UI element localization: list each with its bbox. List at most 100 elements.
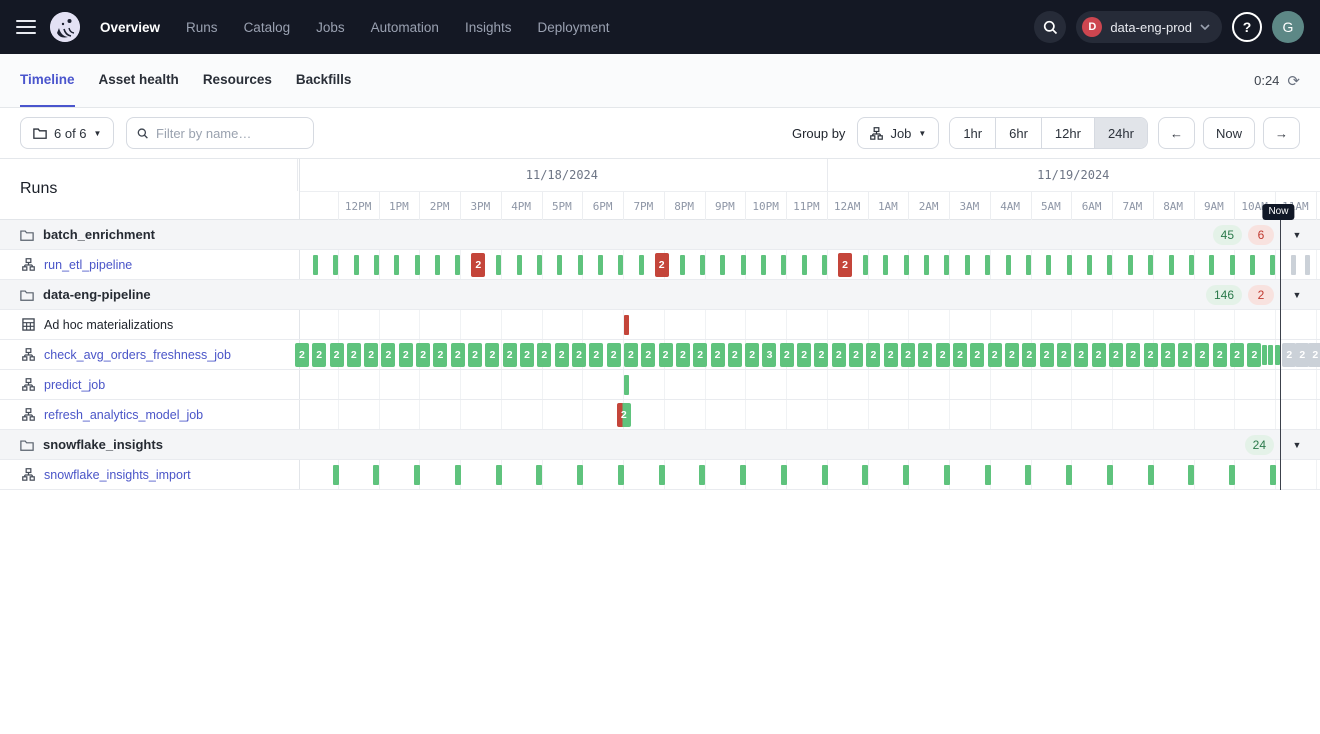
run-bar-success[interactable]: [313, 255, 318, 275]
run-bar-scheduled[interactable]: 2: [1295, 343, 1309, 367]
nav-item-runs[interactable]: Runs: [186, 20, 218, 35]
run-bar-success[interactable]: [1046, 255, 1051, 275]
name-filter[interactable]: [126, 117, 314, 149]
run-bar-success[interactable]: [1189, 255, 1194, 275]
run-bar-success[interactable]: [414, 465, 420, 485]
run-bar-success[interactable]: [1006, 255, 1011, 275]
job-name-link[interactable]: check_avg_orders_freshness_job: [44, 348, 231, 362]
run-bar-success[interactable]: [1107, 255, 1112, 275]
run-bar-success[interactable]: 2: [918, 343, 932, 367]
run-bar-success[interactable]: 2: [381, 343, 395, 367]
run-bar-success[interactable]: [435, 255, 440, 275]
range-12hr-button[interactable]: 12hr: [1041, 118, 1094, 148]
run-bar-success[interactable]: [624, 375, 629, 395]
run-bar-scheduled[interactable]: 2: [1282, 343, 1296, 367]
run-bar-success[interactable]: [455, 465, 461, 485]
range-6hr-button[interactable]: 6hr: [995, 118, 1041, 148]
run-bar-success[interactable]: [761, 255, 766, 275]
run-bar-success[interactable]: 2: [901, 343, 915, 367]
run-bar-success[interactable]: [924, 255, 929, 275]
nav-item-jobs[interactable]: Jobs: [316, 20, 345, 35]
run-bar-success[interactable]: [496, 255, 501, 275]
run-bar-success[interactable]: [965, 255, 970, 275]
run-bar-success[interactable]: 2: [451, 343, 465, 367]
refresh-icon[interactable]: ⟳: [1287, 72, 1300, 90]
group-by-dropdown[interactable]: Job ▼: [857, 117, 939, 149]
run-bar-success[interactable]: [720, 255, 725, 275]
run-bar-success[interactable]: [1026, 255, 1031, 275]
run-bar-success[interactable]: 2: [607, 343, 621, 367]
run-bar-success[interactable]: 2: [832, 343, 846, 367]
job-name-link[interactable]: run_etl_pipeline: [44, 258, 132, 272]
tab-backfills[interactable]: Backfills: [296, 54, 352, 107]
next-range-button[interactable]: →: [1263, 117, 1300, 149]
run-bar-success[interactable]: 2: [1005, 343, 1019, 367]
run-bar-success[interactable]: [639, 255, 644, 275]
run-bar-success[interactable]: [944, 465, 950, 485]
tab-timeline[interactable]: Timeline: [20, 54, 75, 107]
tab-asset-health[interactable]: Asset health: [99, 54, 179, 107]
run-bar-success[interactable]: 2: [555, 343, 569, 367]
run-bar-success[interactable]: [883, 255, 888, 275]
nav-item-overview[interactable]: Overview: [100, 20, 160, 35]
previous-range-button[interactable]: ←: [1158, 117, 1195, 149]
run-bar-success[interactable]: [1148, 255, 1153, 275]
dagster-logo[interactable]: [50, 12, 80, 42]
run-bar-success[interactable]: [863, 255, 868, 275]
run-bar-success[interactable]: 2: [641, 343, 655, 367]
run-bar-failure[interactable]: 2: [838, 253, 852, 277]
run-bar-success[interactable]: [1209, 255, 1214, 275]
run-bar-success[interactable]: 2: [711, 343, 725, 367]
run-bar-success[interactable]: [1025, 465, 1031, 485]
run-bar-success[interactable]: [1066, 465, 1072, 485]
run-bar-failure[interactable]: [624, 315, 629, 335]
run-bar-success[interactable]: [1275, 345, 1280, 365]
run-bar-success[interactable]: 2: [624, 343, 638, 367]
run-bar-success[interactable]: [537, 255, 542, 275]
run-bar-success[interactable]: [802, 255, 807, 275]
run-bar-scheduled[interactable]: 2: [1308, 343, 1320, 367]
run-bar-success[interactable]: 2: [866, 343, 880, 367]
run-bar-success[interactable]: [862, 465, 868, 485]
run-bar-success[interactable]: 2: [312, 343, 326, 367]
run-bar-success[interactable]: [1270, 465, 1276, 485]
run-bar-success[interactable]: [1268, 345, 1273, 365]
run-bar-success[interactable]: 2: [797, 343, 811, 367]
run-bar-success[interactable]: [618, 255, 623, 275]
run-bar-success[interactable]: 2: [988, 343, 1002, 367]
run-bar-success[interactable]: 2: [1195, 343, 1209, 367]
run-bar-success[interactable]: 2: [1109, 343, 1123, 367]
run-bar-success[interactable]: [578, 255, 583, 275]
run-bar-success[interactable]: 2: [1161, 343, 1175, 367]
avatar[interactable]: G: [1272, 11, 1304, 43]
run-bar-success[interactable]: [1148, 465, 1154, 485]
run-bar-success[interactable]: 2: [364, 343, 378, 367]
run-bar-success[interactable]: [1087, 255, 1092, 275]
run-bar-success[interactable]: 2: [1057, 343, 1071, 367]
run-bar-success[interactable]: [1169, 255, 1174, 275]
run-bar-success[interactable]: [1270, 255, 1275, 275]
nav-item-catalog[interactable]: Catalog: [244, 20, 291, 35]
run-bar-success[interactable]: [904, 255, 909, 275]
run-bar-success[interactable]: 2: [849, 343, 863, 367]
run-bar-success[interactable]: 2: [399, 343, 413, 367]
run-bar-success[interactable]: [618, 465, 624, 485]
run-bar-success[interactable]: [1230, 255, 1235, 275]
run-bar-success[interactable]: 2: [659, 343, 673, 367]
run-bar-success[interactable]: 2: [416, 343, 430, 367]
run-bar-success[interactable]: [659, 465, 665, 485]
nav-item-insights[interactable]: Insights: [465, 20, 512, 35]
run-bar-success[interactable]: [680, 255, 685, 275]
run-bar-success[interactable]: [517, 255, 522, 275]
run-bar-success[interactable]: 2: [1247, 343, 1261, 367]
run-bar-success[interactable]: 2: [330, 343, 344, 367]
run-bar-success[interactable]: 2: [970, 343, 984, 367]
run-bar-success[interactable]: [822, 465, 828, 485]
hamburger-menu-icon[interactable]: [16, 20, 36, 34]
range-1hr-button[interactable]: 1hr: [950, 118, 995, 148]
repo-filter-dropdown[interactable]: 6 of 6 ▼: [20, 117, 114, 149]
run-bar-success[interactable]: 2: [1213, 343, 1227, 367]
run-bar-success[interactable]: [455, 255, 460, 275]
run-bar-success[interactable]: 2: [676, 343, 690, 367]
run-bar-success[interactable]: [1262, 345, 1267, 365]
